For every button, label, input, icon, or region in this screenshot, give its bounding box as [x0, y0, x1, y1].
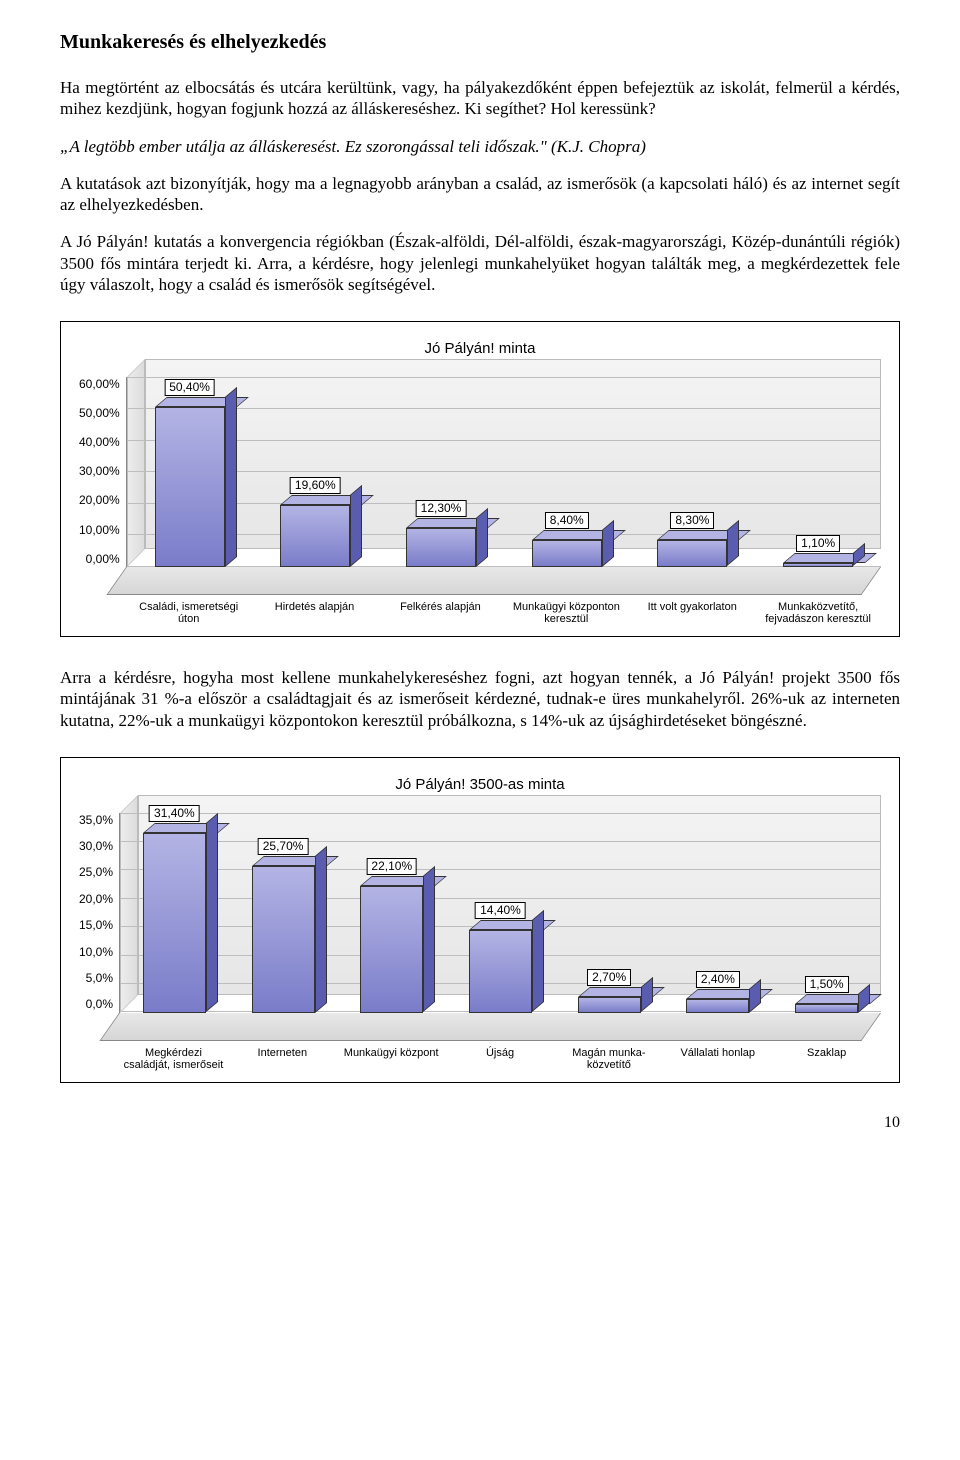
- bar: 8,40%: [532, 540, 602, 567]
- bar-value-label: 31,40%: [149, 805, 200, 822]
- bar-value-label: 12,30%: [416, 500, 467, 517]
- chart-title: Jó Pályán! 3500-as minta: [79, 776, 881, 795]
- bar-column: 31,40%: [120, 833, 229, 1012]
- bar: 2,70%: [578, 997, 641, 1012]
- bar-value-label: 8,30%: [670, 512, 714, 529]
- x-tick-label: Hirdetés alapján: [252, 601, 378, 626]
- bar: 31,40%: [143, 833, 206, 1012]
- y-tick: 20,00%: [79, 493, 120, 508]
- x-tick-label: Interneten: [228, 1047, 337, 1072]
- y-tick: 50,00%: [79, 406, 120, 421]
- bar: 12,30%: [406, 528, 476, 567]
- bar-value-label: 8,40%: [545, 512, 589, 529]
- y-tick: 0,00%: [79, 552, 120, 567]
- x-tick-label: Vállalati honlap: [663, 1047, 772, 1072]
- bar-value-label: 25,70%: [258, 838, 309, 855]
- bar-value-label: 2,40%: [696, 971, 740, 988]
- x-axis-labels: Megkérdezi családját, ismerőseitInternet…: [119, 1047, 881, 1072]
- y-tick: 60,00%: [79, 377, 120, 392]
- paragraph: A Jó Pályán! kutatás a konvergencia régi…: [60, 231, 900, 295]
- x-tick-label: Újság: [446, 1047, 555, 1072]
- bar-value-label: 1,50%: [805, 976, 849, 993]
- y-tick: 35,0%: [79, 813, 113, 828]
- bar-value-label: 14,40%: [475, 902, 526, 919]
- x-tick-label: Munkaügyi központ: [337, 1047, 446, 1072]
- bar: 1,50%: [795, 1004, 858, 1013]
- bar-column: 8,40%: [504, 540, 630, 567]
- y-axis: 60,00% 50,00% 40,00% 30,00% 20,00% 10,00% 0,00…: [79, 377, 126, 567]
- bar-column: 14,40%: [446, 930, 555, 1012]
- x-tick-label: Munkaügyi központon keresztül: [503, 601, 629, 626]
- chart-title: Jó Pályán! minta: [79, 340, 881, 359]
- x-tick-label: Itt volt gyakorlaton: [629, 601, 755, 626]
- y-tick: 30,00%: [79, 464, 120, 479]
- bar: 2,40%: [686, 999, 749, 1013]
- y-tick: 10,0%: [79, 945, 113, 960]
- bar-value-label: 19,60%: [290, 477, 341, 494]
- bar-value-label: 1,10%: [796, 535, 840, 552]
- x-tick-label: Szaklap: [772, 1047, 881, 1072]
- x-tick-label: Munkaközvetítő, fejvadászon keresztül: [755, 601, 881, 626]
- bar: 1,10%: [783, 563, 853, 566]
- y-tick: 30,0%: [79, 839, 113, 854]
- y-axis: 35,0% 30,0% 25,0% 20,0% 15,0% 10,0% 5,0% 0,0%: [79, 813, 119, 1013]
- y-tick: 5,0%: [79, 971, 113, 986]
- y-tick: 40,00%: [79, 435, 120, 450]
- bar-column: 2,40%: [664, 999, 773, 1013]
- x-axis-labels: Családi, ismeretségi útonHirdetés alapjá…: [126, 601, 881, 626]
- paragraph: Ha megtörtént az elbocsátás és utcára ke…: [60, 77, 900, 120]
- bar-value-label: 2,70%: [587, 969, 631, 986]
- bar-column: 1,10%: [755, 563, 881, 566]
- bar-column: 1,50%: [772, 1004, 881, 1013]
- bar-value-label: 50,40%: [164, 379, 215, 396]
- bar: 8,30%: [657, 540, 727, 566]
- bar-column: 8,30%: [630, 540, 756, 566]
- bar: 22,10%: [360, 886, 423, 1012]
- chart-2: Jó Pályán! 3500-as minta 35,0% 30,0% 25,0%…: [60, 757, 900, 1083]
- bar: 14,40%: [469, 930, 532, 1012]
- chart-plot: 50,40% 19,60% 12,30% 8,40% 8,30% 1,10%: [126, 377, 881, 567]
- y-tick: 20,0%: [79, 892, 113, 907]
- quote: „A legtöbb ember utálja az álláskeresést…: [60, 136, 900, 157]
- y-tick: 15,0%: [79, 918, 113, 933]
- bar-column: 25,70%: [229, 866, 338, 1013]
- bar: 50,40%: [155, 407, 225, 567]
- bar-column: 12,30%: [378, 528, 504, 567]
- chart-1: Jó Pályán! minta 60,00% 50,00% 40,00% 30,00…: [60, 321, 900, 637]
- x-tick-label: Felkérés alapján: [377, 601, 503, 626]
- x-tick-label: Magán munka-közvetítő: [554, 1047, 663, 1072]
- x-tick-label: Megkérdezi családját, ismerőseit: [119, 1047, 228, 1072]
- y-tick: 25,0%: [79, 865, 113, 880]
- bar-column: 2,70%: [555, 997, 664, 1012]
- bar-column: 19,60%: [252, 505, 378, 567]
- paragraph: Arra a kérdésre, hogyha most kellene mun…: [60, 667, 900, 731]
- page-number: 10: [60, 1113, 900, 1133]
- paragraph: A kutatások azt bizonyítják, hogy ma a l…: [60, 173, 900, 216]
- bar-value-label: 22,10%: [366, 858, 417, 875]
- bar-column: 22,10%: [337, 886, 446, 1012]
- bar: 19,60%: [280, 505, 350, 567]
- y-tick: 10,00%: [79, 523, 120, 538]
- y-tick: 0,0%: [79, 997, 113, 1012]
- x-tick-label: Családi, ismeretségi úton: [126, 601, 252, 626]
- chart-plot: 31,40% 25,70% 22,10% 14,40% 2,70% 2,40% 1,50%: [119, 813, 881, 1013]
- page-title: Munkakeresés és elhelyezkedés: [60, 30, 900, 55]
- bar: 25,70%: [252, 866, 315, 1013]
- bar-column: 50,40%: [127, 407, 253, 567]
